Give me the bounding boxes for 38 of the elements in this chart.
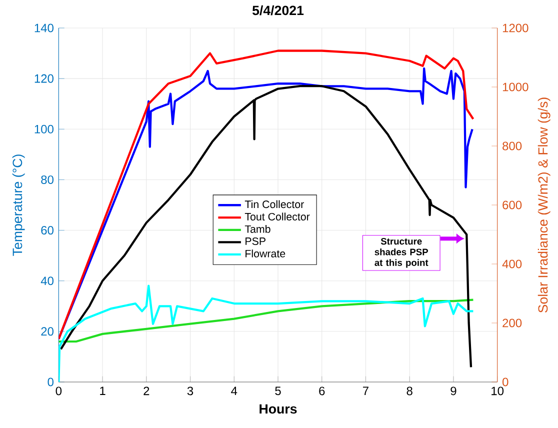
y-tick-label: 0	[48, 378, 54, 386]
y-tick-label: 120	[34, 74, 54, 83]
x-tick-label: 0	[56, 386, 62, 396]
line-series	[58, 284, 474, 382]
y2-axis-title: Solar Irradiance (W/m2) & Flow (g/s)	[538, 98, 550, 313]
legend-label: PSP	[246, 237, 266, 245]
x-tick-label: 2	[144, 386, 150, 396]
y-tick-label: 60	[41, 226, 54, 235]
x-tick-label: 7	[363, 386, 368, 395]
legend-label: Tin Collector	[244, 200, 304, 208]
x-axis-title: Hours	[260, 404, 297, 414]
y2-tick-label: 800	[502, 142, 522, 150]
y2-tick-label: 0	[502, 378, 508, 386]
y-tick-label: 100	[34, 124, 54, 134]
chart-title: 5/4/2021	[252, 5, 304, 16]
annotation: Structure shades PSP at this point	[374, 238, 428, 268]
x-tick-label: 1	[100, 386, 106, 395]
x-tick-label: 3	[187, 386, 194, 396]
y-tick-label: 40	[40, 276, 54, 286]
y-tick-label: 20	[41, 327, 54, 336]
x-tick-label: 8	[406, 386, 412, 396]
legend-label: Tamb	[244, 225, 270, 233]
legend-label: Flowrate	[246, 250, 286, 258]
line-series	[60, 85, 472, 368]
y2-tick-label: 600	[502, 200, 522, 210]
x-tick-label: 4	[231, 386, 238, 395]
x-tick-label: 10	[492, 386, 504, 396]
y-axis-title: Temperature (°C)	[12, 154, 25, 256]
x-tick-label: 6	[319, 386, 325, 396]
y-tick-label: 80	[41, 175, 54, 184]
y2-tick-label: 200	[502, 318, 522, 328]
legend-label: Tout Collector	[244, 212, 310, 220]
y2-tick-label: 1000	[502, 82, 528, 92]
y2-tick-label: 1200	[502, 24, 528, 32]
x-tick-label: 9	[450, 386, 456, 396]
y2-tick-label: 400	[502, 260, 522, 268]
x-tick-label: 5	[275, 386, 281, 396]
y-tick-label: 140	[34, 24, 54, 32]
